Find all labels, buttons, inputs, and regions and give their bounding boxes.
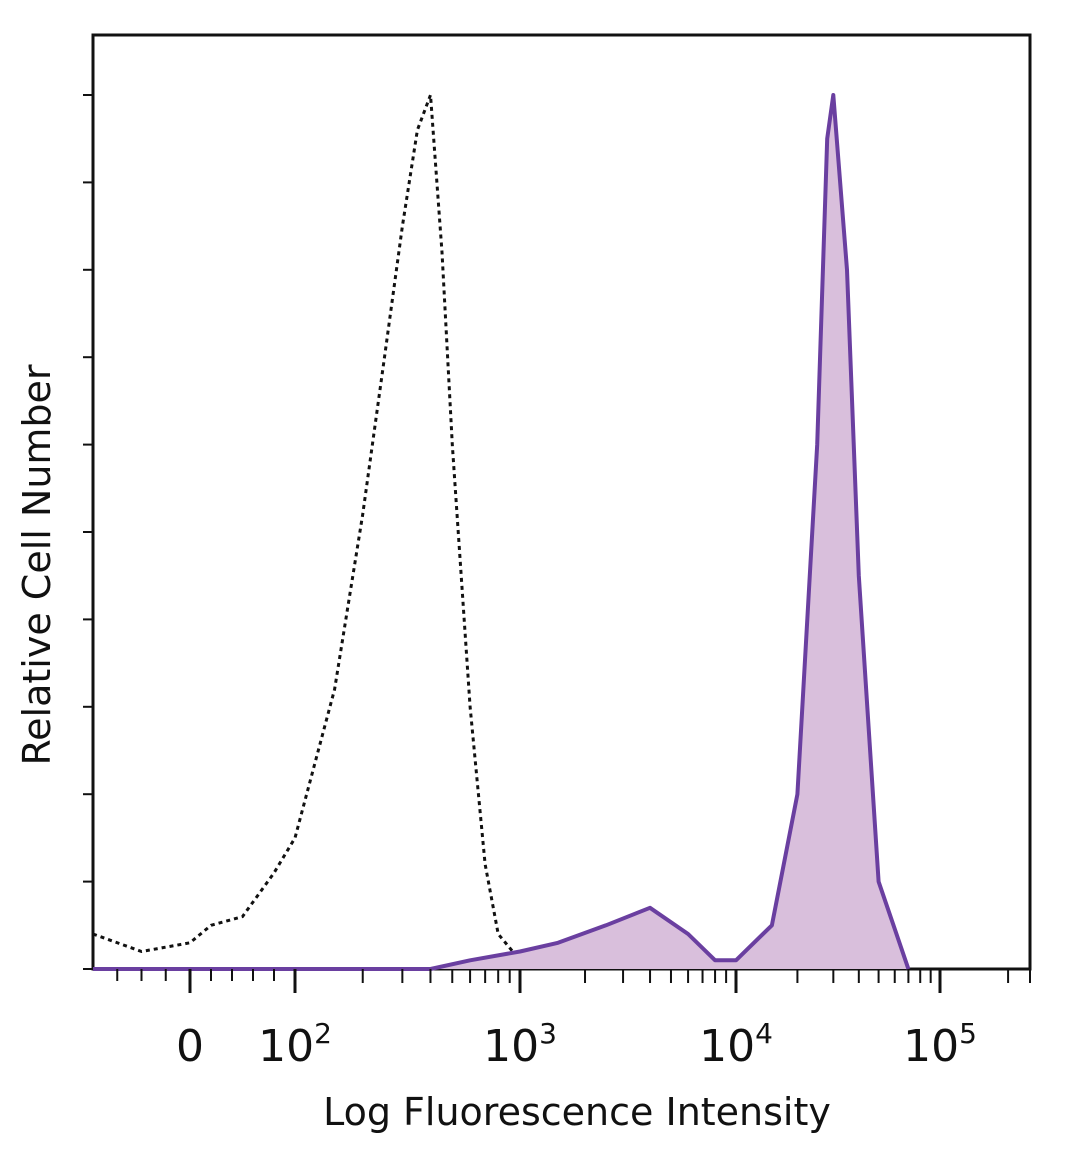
y-axis	[83, 94, 93, 970]
x-tick-label: 105	[903, 1017, 977, 1072]
x-tick-label: 103	[483, 1017, 557, 1072]
x-tick-label: 0	[176, 1021, 204, 1072]
x-axis-title: Log Fluorescence Intensity	[323, 1090, 831, 1134]
x-tick-label: 104	[699, 1017, 773, 1072]
series-layer	[92, 93, 911, 971]
plot-frame	[91, 33, 1032, 971]
y-axis-title: Relative Cell Number	[15, 364, 59, 765]
series-1-area	[93, 95, 909, 969]
series-1-line	[93, 93, 911, 971]
series-0-line	[92, 93, 538, 971]
x-axis: 0 102 103 104 105	[116, 969, 1031, 1072]
x-tick-label: 102	[258, 1017, 332, 1072]
